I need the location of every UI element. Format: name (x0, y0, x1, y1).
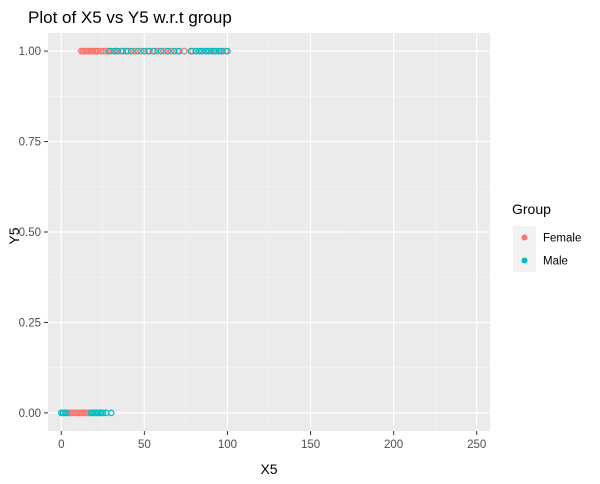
x-tick-label: 250 (467, 439, 486, 451)
data-point (164, 47, 171, 55)
y-axis-title: Y5 (6, 227, 22, 244)
legend-title: Group (512, 201, 551, 217)
y-tick-label: 0.00 (19, 408, 41, 420)
legend-key-male (521, 257, 528, 264)
data-point (209, 47, 216, 55)
data-point (215, 47, 223, 55)
data-point (175, 47, 183, 55)
x-tick-label: 150 (301, 439, 320, 451)
data-point (94, 47, 102, 55)
data-point (97, 47, 105, 55)
x-tick-label: 100 (218, 439, 237, 451)
data-point (107, 409, 115, 417)
x-tick-label: 200 (384, 439, 403, 451)
grid-lines (48, 33, 490, 431)
axis-ticks: 0 50 100 150 200 250 0.00 0.25 0.50 0.75 1.00 (19, 46, 487, 451)
x-tick-label: 0 (58, 439, 64, 451)
x-tick-label: 50 (138, 439, 151, 451)
legend-label-male: Male (543, 256, 568, 268)
data-point (127, 47, 135, 55)
data-point (192, 47, 200, 55)
series-male (57, 47, 231, 417)
y-tick-label: 1.00 (19, 46, 41, 58)
y-tick-label: 0.50 (19, 227, 41, 239)
data-point (111, 47, 118, 55)
data-point (137, 47, 145, 55)
y-tick-label: 0.75 (19, 137, 41, 149)
data-point (167, 47, 175, 55)
data-point (202, 47, 210, 55)
y-tick-label: 0.25 (19, 317, 41, 329)
data-point (199, 47, 206, 55)
data-point (62, 409, 70, 417)
data-point (150, 47, 158, 55)
data-point (99, 409, 107, 417)
legend-label-female: Female (543, 233, 581, 245)
data-point (119, 47, 127, 55)
data-points (57, 47, 231, 417)
data-point (131, 47, 138, 55)
data-point (154, 47, 162, 55)
data-point (195, 47, 203, 55)
legend-key-female (521, 234, 528, 241)
data-point (160, 47, 168, 55)
data-point (134, 47, 142, 55)
data-point (224, 47, 231, 55)
x-axis-title: X5 (260, 461, 277, 477)
data-point (212, 47, 220, 55)
chart-title: Plot of X5 vs Y5 w.r.t group (28, 8, 232, 27)
legend: Group Female Male (512, 201, 581, 272)
data-point (157, 47, 165, 55)
data-point (205, 47, 213, 55)
